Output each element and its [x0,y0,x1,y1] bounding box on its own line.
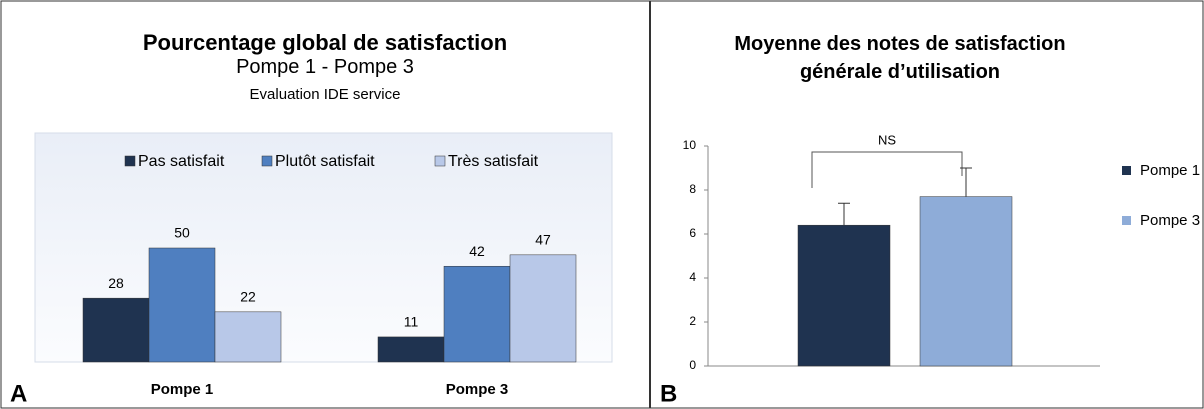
bar [797,224,891,367]
data-label: 28 [108,275,124,291]
error-bar [838,202,850,226]
x-tick-label: Pompe 3 [446,381,509,398]
title: Moyenne des notes de satisfaction généra… [734,33,1066,83]
legend-label: Pas satisfait [138,153,225,170]
bar [509,254,577,363]
bar [148,247,216,363]
bar [214,311,282,363]
legend-label: Très satisfait [448,153,539,170]
subtitle: Evaluation IDE service [249,86,401,103]
data-label: 47 [535,232,551,248]
y-tick-label: 8 [689,182,696,196]
panel-label: B [660,380,677,407]
title: Pourcentage global de satisfaction [142,30,508,55]
error-bar [960,167,972,197]
legend-swatch [261,155,273,167]
y-tick-label: 0 [689,358,696,372]
legend-swatch [1122,216,1131,225]
y-tick-label: 4 [689,270,696,284]
y-tick-label: 6 [689,226,696,240]
bar [377,336,445,363]
bar [919,196,1013,367]
y-tick-label: 2 [689,314,696,328]
data-label: 11 [404,314,419,330]
panel-label: A [10,380,27,407]
legend-swatch [1122,166,1131,175]
legend-label: Pompe 3 [1140,212,1200,229]
bar [82,297,150,363]
legend-label: Plutôt satisfait [275,153,375,170]
annotation: NS [878,132,896,147]
ns-bracket [811,151,963,188]
subtitle: Pompe 1 - Pompe 3 [236,56,414,78]
legend-swatch [124,155,136,167]
bar [443,265,511,363]
legend-swatch [434,155,446,167]
data-label: 42 [469,243,485,259]
x-tick-label: Pompe 1 [151,381,214,398]
legend-label: Pompe 1 [1140,162,1200,179]
data-label: 50 [174,225,190,241]
data-label: 22 [240,289,256,305]
y-tick-label: 10 [683,138,697,152]
